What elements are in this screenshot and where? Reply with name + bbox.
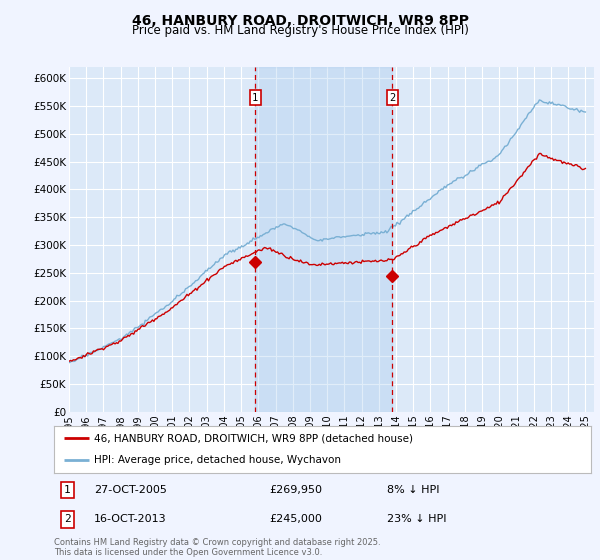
Bar: [255, 67, 392, 412]
Text: 2: 2: [64, 515, 70, 524]
Text: 46, HANBURY ROAD, DROITWICH, WR9 8PP: 46, HANBURY ROAD, DROITWICH, WR9 8PP: [131, 14, 469, 28]
Text: 46, HANBURY ROAD, DROITWICH, WR9 8PP (detached house): 46, HANBURY ROAD, DROITWICH, WR9 8PP (de…: [94, 433, 413, 444]
Text: £269,950: £269,950: [269, 485, 322, 494]
Text: 1: 1: [64, 485, 70, 494]
Text: 1: 1: [252, 93, 259, 102]
Text: HPI: Average price, detached house, Wychavon: HPI: Average price, detached house, Wych…: [94, 455, 341, 465]
Text: Contains HM Land Registry data © Crown copyright and database right 2025.
This d: Contains HM Land Registry data © Crown c…: [54, 538, 380, 557]
Text: Price paid vs. HM Land Registry's House Price Index (HPI): Price paid vs. HM Land Registry's House …: [131, 24, 469, 37]
Text: 8% ↓ HPI: 8% ↓ HPI: [387, 485, 439, 494]
Text: 2: 2: [389, 93, 395, 102]
Text: 27-OCT-2005: 27-OCT-2005: [94, 485, 167, 494]
Text: 23% ↓ HPI: 23% ↓ HPI: [387, 515, 446, 524]
Text: £245,000: £245,000: [269, 515, 322, 524]
Text: 16-OCT-2013: 16-OCT-2013: [94, 515, 167, 524]
